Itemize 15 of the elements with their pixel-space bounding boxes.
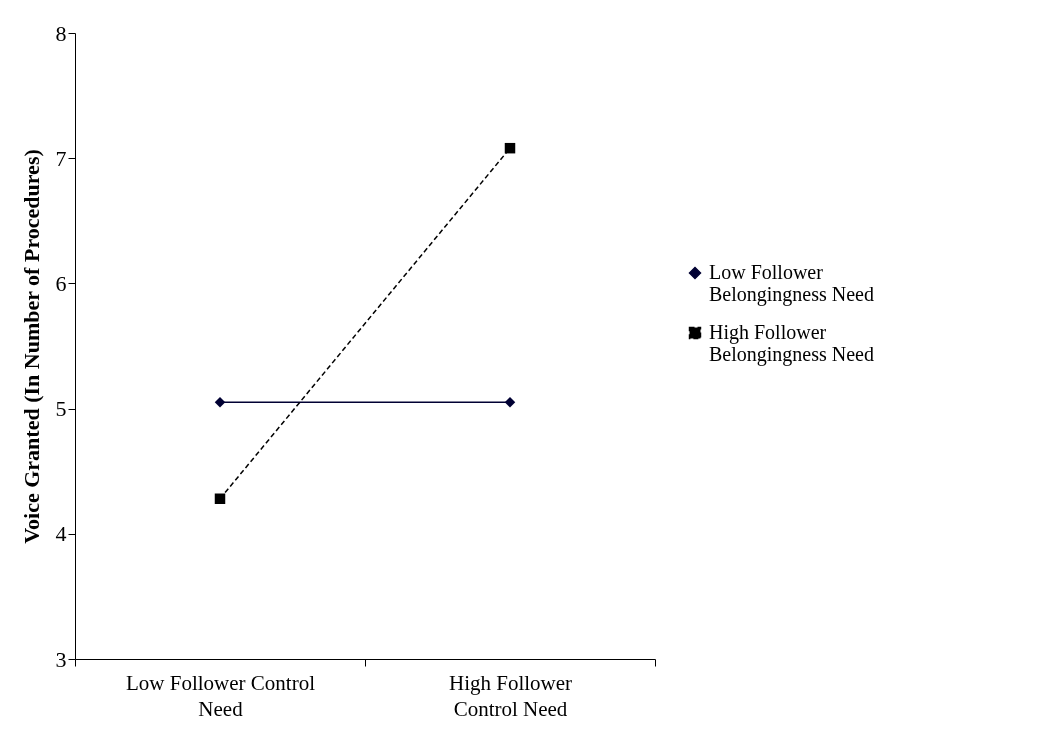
y-axis-title: Voice Granted (In Number of Procedures): [18, 149, 44, 544]
point: [504, 397, 516, 408]
y-tick-label: 6: [55, 270, 67, 296]
y-tick-label: 8: [55, 20, 67, 46]
y-tick-label: 3: [55, 646, 67, 672]
x-tick-label: High Follower Control Need: [448, 670, 573, 721]
x-tick-label: Low Follower Control Need: [126, 670, 316, 721]
legend-label: Low Follower Belongingness Need: [709, 261, 874, 306]
point: [504, 142, 516, 154]
y-tick-label: 7: [55, 145, 67, 171]
point: [214, 397, 226, 408]
legend-label: High Follower Belongingness Need: [709, 321, 874, 366]
point: [214, 493, 226, 504]
y-tick-label: 4: [55, 521, 67, 547]
y-tick-label: 5: [55, 396, 67, 422]
